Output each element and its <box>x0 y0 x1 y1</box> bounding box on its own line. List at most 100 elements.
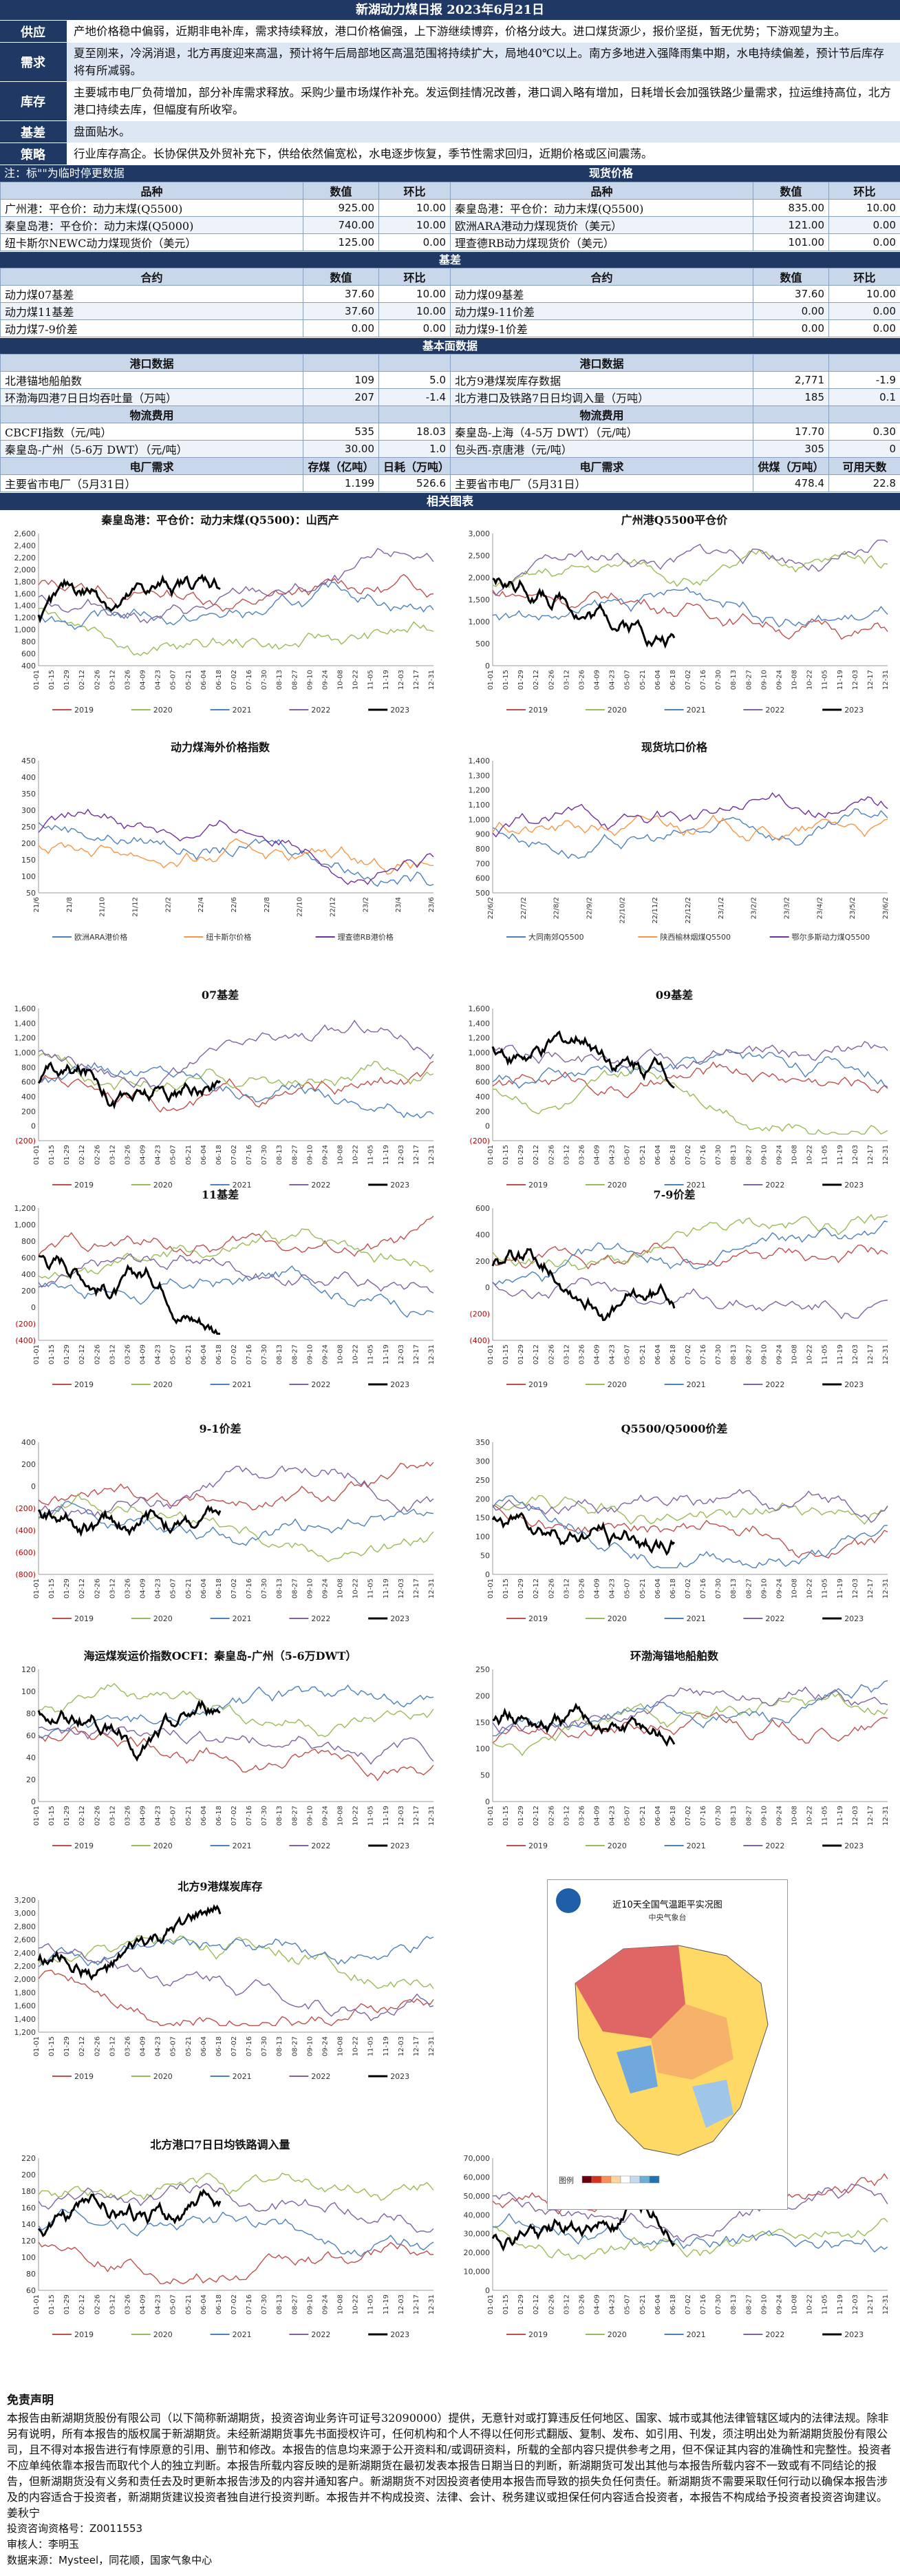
x-tick-label: 02-26 <box>94 670 101 690</box>
x-tick-label: 11-19 <box>837 2294 844 2314</box>
fundamental-table: 港口数据 港口数据 北港锚地船舶数 109 5.0 北方9港煤炭库存数据 2,771 -1.9… <box>0 354 900 492</box>
table-cell: 0.00 <box>303 319 379 337</box>
legend-label: 2020 <box>153 1614 173 1623</box>
legend-label: 2022 <box>765 2330 784 2339</box>
x-tick-label: 07-02 <box>685 1344 692 1364</box>
x-tick-label: 12-03 <box>852 1145 859 1165</box>
table-cell: 数值 <box>303 268 379 286</box>
x-tick-label: 03-26 <box>578 1344 586 1364</box>
chart-anchor: 环渤海锚地船舶数 250 200 150 100 50 0 01-01 01-15 01-29 02… <box>454 1649 894 1857</box>
x-tick-label: 22/4 <box>197 897 205 912</box>
x-tick-label: 10-08 <box>791 1344 799 1364</box>
x-tick-label: 02-12 <box>533 670 540 690</box>
y-tick-label: 50 <box>26 889 36 898</box>
x-tick-label: 08-27 <box>291 2036 299 2056</box>
legend-label: 2021 <box>233 1841 252 1850</box>
legend-label: 2022 <box>311 1181 330 1190</box>
x-tick-label: 05-07 <box>170 670 178 690</box>
legend-label: 2020 <box>153 1181 173 1190</box>
x-tick-label: 10-22 <box>806 1806 814 1826</box>
table-cell: 合约 <box>0 268 303 286</box>
x-tick-label: 09-24 <box>775 2294 783 2314</box>
x-tick-label: 03-12 <box>109 1344 116 1364</box>
x-tick-label: 03-26 <box>124 1344 131 1364</box>
x-tick-label: 07-30 <box>715 2294 722 2314</box>
table-cell: 10.00 <box>378 199 451 217</box>
x-tick-label: 08-27 <box>291 1579 299 1598</box>
x-tick-label: 08-13 <box>276 2294 283 2314</box>
x-tick-label: 08-13 <box>276 2036 283 2056</box>
summary-text: 盘面贴水。 <box>66 121 900 142</box>
x-tick-label: 21/6 <box>33 897 41 912</box>
x-tick-label: 05-07 <box>624 1145 632 1165</box>
chart-basis07: 07基差 1,600 1,400 1,200 1,000 800 600 400 200 0 (20… <box>0 988 440 1196</box>
chart-basis09: 09基差 1,600 1,400 1,200 1,000 800 600 400 200 0 (20… <box>454 988 894 1196</box>
y-tick-label: 250 <box>21 823 36 832</box>
disclaimer-source: 数据来源：Mysteel，同花顺，国家气象中心 <box>7 2554 213 2566</box>
x-tick-label: 03-12 <box>109 1145 116 1165</box>
legend-label: 2023 <box>844 1181 864 1190</box>
x-tick-label: 08-27 <box>291 1145 299 1165</box>
y-tick-label: 400 <box>21 773 36 782</box>
series-line <box>38 1726 434 1782</box>
y-tick-label: 250 <box>475 1476 490 1485</box>
chart-svg: 250 200 150 100 50 001-01 01-15 01-29 02-12 02-26… <box>475 1665 890 1850</box>
x-tick-label: 01-15 <box>48 1806 56 1826</box>
x-tick-label: 02-12 <box>533 1806 540 1826</box>
x-tick-label: 07-16 <box>700 670 707 690</box>
x-tick-label: 07-30 <box>715 670 722 690</box>
series-line <box>492 539 888 597</box>
y-tick-label: (200) <box>469 1137 490 1146</box>
series-line <box>492 577 676 649</box>
x-tick-label: 09-10 <box>306 1344 314 1364</box>
x-tick-label: 11-05 <box>822 670 829 690</box>
x-tick-label: 06-04 <box>200 1145 208 1165</box>
chart-svg: 1,6001,4001,2001,0008006004002000(200)01… <box>14 1004 436 1190</box>
spot-price-table: 品种 数值 环比 品种 数值 环比 广州港：平仓价：动力末煤(Q5500) 925.00 10.… <box>0 182 900 251</box>
x-tick-label: 10-08 <box>791 1145 799 1165</box>
y-tick-label: 100 <box>475 1744 490 1753</box>
table-cell: 109 <box>303 371 379 389</box>
table-cell: 可用天数 <box>828 457 900 475</box>
y-tick-label: (200) <box>15 1320 36 1329</box>
x-tick-label: 06-04 <box>200 1806 208 1826</box>
x-tick-label: 07-02 <box>685 670 692 690</box>
legend-label: 2023 <box>844 2330 864 2339</box>
table-cell: 动力煤9-1价差 <box>450 319 753 337</box>
x-tick-label: 22/8/2 <box>553 897 561 919</box>
x-tick-label: 12-17 <box>413 2294 420 2314</box>
y-tick-label: 800 <box>21 1063 36 1072</box>
x-tick-label: 11-19 <box>383 2294 390 2314</box>
table-row: 动力煤7-9价差 0.00 0.00 动力煤9-1价差 0.00 0.00 <box>0 319 900 337</box>
series-line <box>492 808 888 859</box>
y-tick-label: 800 <box>475 845 490 854</box>
y-tick-label: 200 <box>21 2171 36 2179</box>
chart-svg: 1,200 1,000 800 600 400 200 0 (200) (400)01-01 01… <box>14 1204 436 1389</box>
legend-label: 2022 <box>765 706 784 715</box>
x-tick-label: 01-01 <box>487 670 495 690</box>
x-tick-label: 22/12/2 <box>685 897 692 924</box>
legend-label: 2021 <box>687 1614 706 1623</box>
x-tick-label: 10-08 <box>337 1145 345 1165</box>
y-tick-label: 600 <box>21 1078 36 1087</box>
x-tick-label: 09-24 <box>775 670 783 690</box>
x-tick-label: 01-29 <box>63 1145 71 1165</box>
y-tick-label: 2,600 <box>14 1936 36 1945</box>
table-cell: 0.30 <box>828 423 900 441</box>
y-tick-label: 600 <box>21 1254 36 1263</box>
x-tick-label: 11-19 <box>383 1806 390 1826</box>
table-cell <box>753 354 829 372</box>
y-tick-label: 200 <box>21 1107 36 1116</box>
y-tick-label: 2,400 <box>14 541 36 550</box>
y-tick-label: 300 <box>475 1457 490 1466</box>
table-cell: 478.4 <box>753 474 829 492</box>
x-tick-label: 09-24 <box>321 670 329 690</box>
table-cell: 动力煤07基差 <box>0 285 303 303</box>
x-tick-label: 01-01 <box>33 2036 41 2056</box>
x-tick-label: 06-18 <box>669 1145 677 1165</box>
basis-header: 基差 <box>0 251 900 268</box>
charts-header: 相关图表 <box>0 492 900 510</box>
series-line <box>492 2213 888 2253</box>
x-tick-label: 03-26 <box>578 1579 586 1598</box>
y-tick-label: 40,000 <box>464 2210 491 2219</box>
